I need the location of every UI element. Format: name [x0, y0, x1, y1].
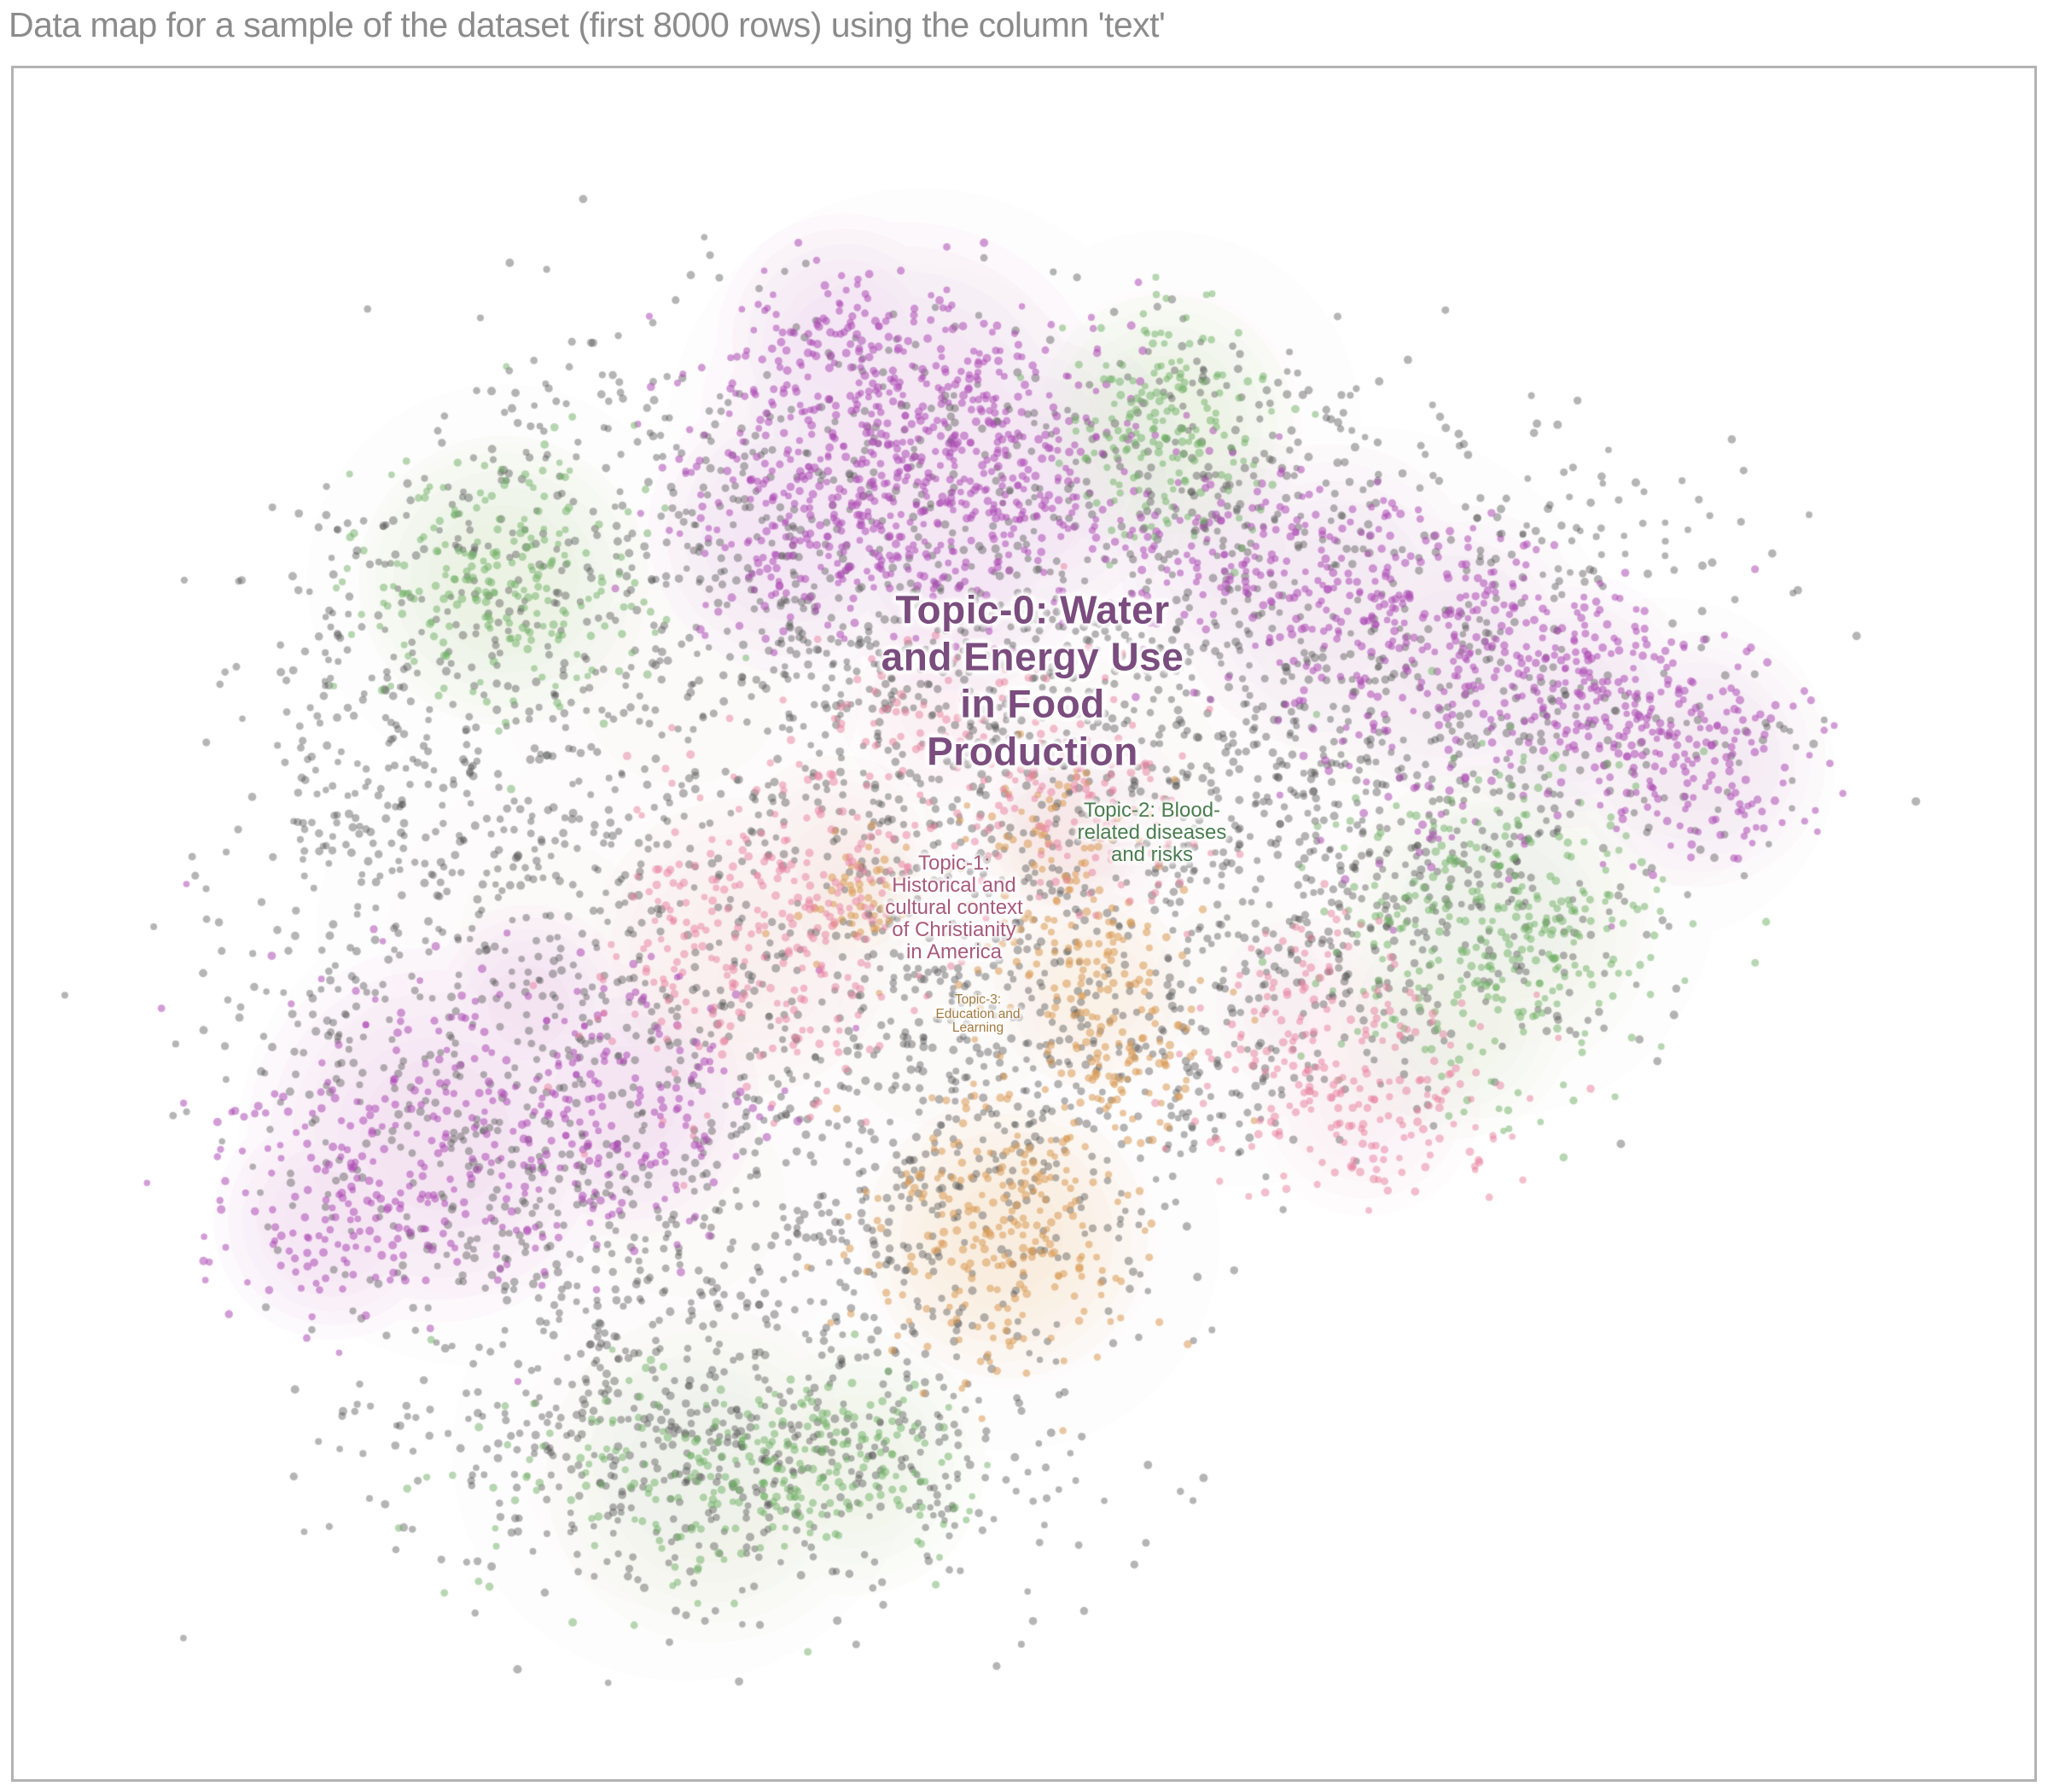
data-map-canvas[interactable] [14, 68, 2034, 1779]
page-title: Data map for a sample of the dataset (fi… [9, 5, 1166, 44]
data-map-frame: Topic-0: Water and Energy Use in Food Pr… [11, 66, 2037, 1782]
